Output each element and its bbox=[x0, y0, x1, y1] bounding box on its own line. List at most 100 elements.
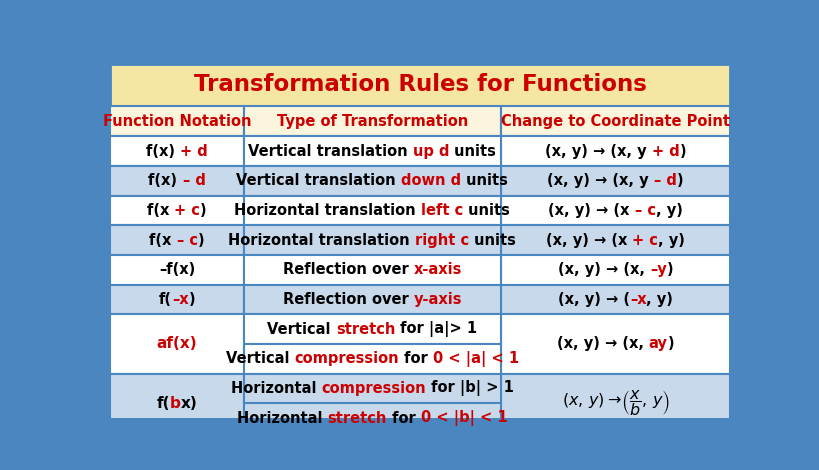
Text: – d: – d bbox=[183, 173, 205, 188]
Bar bbox=[243, 196, 500, 226]
Bar bbox=[243, 255, 500, 285]
Text: (x, y) → (x: (x, y) → (x bbox=[545, 233, 631, 248]
Text: ): ) bbox=[666, 262, 672, 277]
Text: , y): , y) bbox=[658, 233, 685, 248]
Text: right c: right c bbox=[414, 233, 468, 248]
Text: units: units bbox=[463, 203, 509, 218]
Text: af(x): af(x) bbox=[156, 337, 197, 352]
Text: –f(x): –f(x) bbox=[159, 262, 195, 277]
Text: for: for bbox=[387, 411, 420, 426]
Text: f(x: f(x bbox=[147, 203, 174, 218]
Text: for: for bbox=[398, 351, 432, 366]
Bar bbox=[243, 166, 500, 196]
Text: –y: –y bbox=[649, 262, 666, 277]
Bar bbox=[500, 136, 730, 166]
Text: x): x) bbox=[180, 396, 197, 411]
Text: b: b bbox=[170, 396, 180, 411]
Bar bbox=[500, 285, 730, 314]
Text: y-axis: y-axis bbox=[413, 292, 461, 307]
Text: Function Notation: Function Notation bbox=[102, 114, 251, 129]
Bar bbox=[500, 255, 730, 285]
Text: Horizontal: Horizontal bbox=[230, 381, 321, 396]
Text: Horizontal translation: Horizontal translation bbox=[234, 203, 420, 218]
Text: x-axis: x-axis bbox=[413, 262, 461, 277]
Text: ): ) bbox=[667, 337, 673, 352]
Bar bbox=[110, 374, 243, 433]
Text: down d: down d bbox=[400, 173, 460, 188]
Text: for |b| > 1: for |b| > 1 bbox=[425, 380, 514, 397]
Text: compression: compression bbox=[321, 381, 425, 396]
Bar bbox=[110, 166, 243, 196]
Text: left c: left c bbox=[420, 203, 463, 218]
Bar bbox=[243, 314, 500, 344]
Bar bbox=[110, 106, 243, 136]
Text: Reflection over: Reflection over bbox=[283, 292, 413, 307]
Text: Vertical translation: Vertical translation bbox=[248, 144, 413, 159]
Text: units: units bbox=[449, 144, 495, 159]
Bar bbox=[243, 403, 500, 433]
Text: f(x): f(x) bbox=[146, 144, 180, 159]
Text: $(x,\,y)\rightarrow\!\left(\dfrac{x}{b},\,y\right)$: $(x,\,y)\rightarrow\!\left(\dfrac{x}{b},… bbox=[561, 388, 668, 418]
Text: Vertical translation: Vertical translation bbox=[236, 173, 400, 188]
Bar bbox=[500, 314, 730, 374]
Bar bbox=[500, 374, 730, 433]
Bar bbox=[243, 136, 500, 166]
Bar bbox=[110, 64, 730, 106]
Text: (x, y) → (x,: (x, y) → (x, bbox=[556, 337, 648, 352]
Text: –x: –x bbox=[171, 292, 188, 307]
Text: –x: –x bbox=[629, 292, 645, 307]
Text: + c: + c bbox=[174, 203, 200, 218]
Bar bbox=[243, 226, 500, 255]
Text: – c: – c bbox=[634, 203, 655, 218]
Text: Horizontal translation: Horizontal translation bbox=[228, 233, 414, 248]
Text: f(: f( bbox=[156, 396, 170, 411]
Text: Type of Transformation: Type of Transformation bbox=[276, 114, 468, 129]
Bar bbox=[500, 226, 730, 255]
Text: for |a|> 1: for |a|> 1 bbox=[395, 321, 477, 337]
Bar bbox=[243, 374, 500, 403]
Text: , y): , y) bbox=[655, 203, 682, 218]
Text: Vertical: Vertical bbox=[267, 321, 335, 337]
Text: stretch: stretch bbox=[327, 411, 387, 426]
Bar bbox=[500, 196, 730, 226]
Text: ): ) bbox=[188, 292, 195, 307]
Bar bbox=[110, 285, 243, 314]
Text: ): ) bbox=[200, 203, 206, 218]
Bar bbox=[110, 136, 243, 166]
Text: Reflection over: Reflection over bbox=[283, 262, 413, 277]
Bar bbox=[110, 196, 243, 226]
Text: ): ) bbox=[197, 233, 204, 248]
Bar bbox=[243, 106, 500, 136]
Bar bbox=[500, 166, 730, 196]
Text: f(: f( bbox=[159, 292, 171, 307]
Text: (x, y) → (x,: (x, y) → (x, bbox=[557, 262, 649, 277]
Text: f(x: f(x bbox=[149, 233, 177, 248]
Text: (x, y) → (x, y: (x, y) → (x, y bbox=[545, 144, 651, 159]
Text: Vertical: Vertical bbox=[225, 351, 294, 366]
Text: up d: up d bbox=[413, 144, 449, 159]
Text: (x, y) → (x, y: (x, y) → (x, y bbox=[547, 173, 654, 188]
Text: ): ) bbox=[676, 173, 683, 188]
Text: 0 < |b| < 1: 0 < |b| < 1 bbox=[420, 410, 507, 426]
Bar bbox=[243, 344, 500, 374]
Text: + c: + c bbox=[631, 233, 658, 248]
Text: ay: ay bbox=[648, 337, 667, 352]
Text: (x, y) → (x: (x, y) → (x bbox=[548, 203, 634, 218]
Bar bbox=[110, 314, 243, 374]
Text: – d: – d bbox=[654, 173, 676, 188]
Text: Change to Coordinate Point: Change to Coordinate Point bbox=[500, 114, 729, 129]
Text: – c: – c bbox=[177, 233, 197, 248]
Text: , y): , y) bbox=[645, 292, 672, 307]
Bar bbox=[500, 106, 730, 136]
Text: + d: + d bbox=[180, 144, 207, 159]
Text: units: units bbox=[460, 173, 508, 188]
Bar bbox=[110, 255, 243, 285]
Text: Transformation Rules for Functions: Transformation Rules for Functions bbox=[193, 73, 646, 96]
Text: 0 < |a| < 1: 0 < |a| < 1 bbox=[432, 351, 518, 367]
Text: (x, y) → (: (x, y) → ( bbox=[557, 292, 629, 307]
Bar bbox=[110, 226, 243, 255]
Text: stretch: stretch bbox=[335, 321, 395, 337]
Text: + d: + d bbox=[651, 144, 679, 159]
Text: ): ) bbox=[679, 144, 686, 159]
Text: compression: compression bbox=[294, 351, 398, 366]
